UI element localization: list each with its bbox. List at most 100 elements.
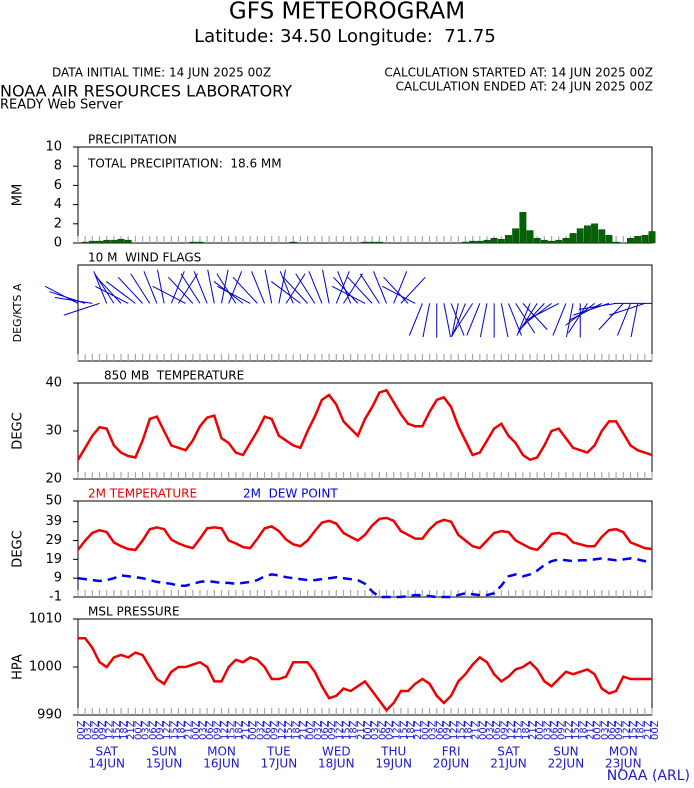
x-tick-label: 03Z [370, 720, 381, 740]
y-tick-label: 1000 [29, 660, 62, 675]
y-axis-label: MM [11, 184, 26, 206]
precip-bar [648, 231, 656, 244]
wind-flag [228, 271, 243, 304]
x-tick-label: 00Z [535, 720, 546, 740]
date-label: 15JUN [146, 757, 183, 771]
wind-flag [422, 303, 431, 338]
day-label: SUN [151, 745, 176, 759]
x-tick-label: 09Z [557, 720, 568, 740]
x-tick-label: 06Z [550, 720, 561, 740]
x-tick-label: 12Z [449, 720, 460, 740]
precip-bar [96, 240, 103, 244]
y-tick-label: 39 [45, 514, 62, 529]
wind-flag [453, 303, 474, 334]
wind-flag [157, 269, 165, 304]
wind-flag [359, 273, 380, 304]
precip-bar [124, 239, 132, 244]
wind-flag [217, 285, 251, 304]
x-tick-label: 06Z [320, 720, 331, 740]
x-tick-label: 00Z [650, 720, 661, 740]
wind-flag [279, 271, 294, 304]
y-tick-label: 30 [45, 424, 62, 439]
x-tick-label: 18Z [406, 720, 417, 740]
x-tick-label: 21Z [298, 720, 309, 740]
x-tick-label: 00Z [76, 720, 87, 740]
init-time: DATA INITIAL TIME: 14 JUN 2025 00Z [52, 66, 271, 80]
precip-bar [469, 240, 477, 244]
precip-bar [591, 223, 599, 244]
x-tick-label: 00Z [363, 720, 374, 740]
x-tick-label: 00Z [593, 720, 604, 740]
x-tick-label: 21Z [184, 720, 195, 740]
y-axis-label: DEGC [11, 412, 26, 449]
subtitle: Latitude: 34.50 Longitude: 71.75 [194, 26, 496, 47]
x-tick-label: 03Z [485, 720, 496, 740]
x-tick-label: 00Z [420, 720, 431, 740]
x-tick-label: 06Z [607, 720, 618, 740]
wind-flag [178, 273, 198, 304]
day-label: SUN [553, 745, 578, 759]
x-tick-label: 03Z [198, 720, 209, 740]
wind-flag [466, 303, 481, 336]
wind-flag [451, 303, 459, 338]
calc-end: CALCULATION ENDED AT: 24 JUN 2025 00Z [396, 80, 653, 94]
x-tick-label: 15Z [112, 720, 123, 740]
series-line [78, 636, 652, 713]
wind-flag [95, 285, 129, 304]
wind-flag [578, 302, 617, 310]
precip-bar [512, 228, 520, 244]
precip-bar [103, 239, 111, 244]
wind-flag [278, 269, 286, 304]
precip-bar [519, 212, 527, 244]
panel-frame [77, 618, 653, 716]
server-name: READY Web Server [0, 98, 123, 113]
panel-title: 850 MB TEMPERATURE [104, 369, 244, 383]
x-tick-label: 06Z [148, 720, 159, 740]
x-tick-label: 12Z [220, 720, 231, 740]
x-tick-label: 12Z [162, 720, 173, 740]
x-tick-label: 15Z [514, 720, 525, 740]
x-tick-label: 03Z [428, 720, 439, 740]
footer: NOAA (ARL) [607, 768, 690, 784]
precip-bar [117, 238, 125, 244]
x-tick-label: 09Z [270, 720, 281, 740]
wind-flag [232, 276, 258, 304]
y-tick-label: -1 [49, 590, 62, 605]
day-label: TUE [266, 745, 291, 759]
wind-flag [322, 269, 330, 304]
wind-flag [515, 303, 536, 334]
wind-flag [93, 271, 108, 304]
x-tick-label: 21Z [413, 720, 424, 740]
y-tick-label: 8 [54, 159, 62, 174]
x-tick-label: 18Z [234, 720, 245, 740]
x-tick-label: 09Z [442, 720, 453, 740]
series-line [77, 557, 653, 599]
wind-flag [408, 303, 423, 336]
date-label: 21JUN [490, 757, 527, 771]
x-tick-label: 06Z [263, 720, 274, 740]
x-tick-label: 18Z [636, 720, 647, 740]
x-tick-label: 00Z [248, 720, 259, 740]
day-label: MON [207, 745, 236, 759]
x-tick-label: 00Z [306, 720, 317, 740]
x-tick-label: 15Z [628, 720, 639, 740]
wind-flag [96, 276, 122, 304]
y-axis-label: DEGC [11, 530, 26, 567]
y-tick-label: 20 [45, 472, 62, 487]
x-tick-label: 21Z [241, 720, 252, 740]
wind-flag [117, 276, 143, 304]
legend-entry: 2M TEMPERATURE [88, 487, 197, 501]
x-tick-label: 21Z [528, 720, 539, 740]
date-label: 16JUN [203, 757, 240, 771]
y-tick-label: 10 [45, 140, 62, 155]
panel-title: MSL PRESSURE [88, 605, 180, 619]
x-tick-label: 12Z [334, 720, 345, 740]
precip-bar [548, 240, 555, 244]
date-label: 18JUN [318, 757, 355, 771]
x-tick-label: 06Z [435, 720, 446, 740]
wind-flag [180, 273, 201, 304]
x-tick-label: 12Z [277, 720, 288, 740]
x-tick-label: 18Z [119, 720, 130, 740]
wind-flag [373, 271, 387, 304]
x-tick-label: 00Z [133, 720, 144, 740]
